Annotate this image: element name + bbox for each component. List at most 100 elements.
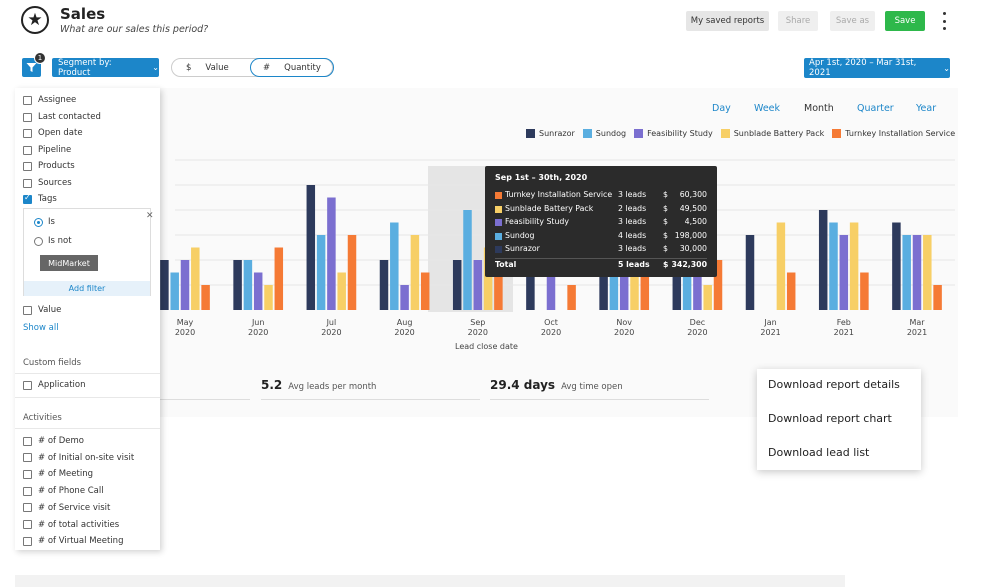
bar-sunrazor[interactable]: [160, 260, 169, 310]
activity-row[interactable]: # of Service visit: [23, 503, 110, 513]
checkbox[interactable]: [23, 380, 32, 390]
bar-sunrazor[interactable]: [892, 222, 901, 311]
bar-turnkey-installation-service[interactable]: [274, 247, 284, 311]
bar-sunblade-battery-pack[interactable]: [703, 285, 712, 310]
download-report-chart-item[interactable]: Download report chart: [768, 412, 892, 425]
bar-feasibility-study[interactable]: [180, 260, 190, 310]
checkbox[interactable]: [23, 194, 32, 204]
more-options-icon[interactable]: [941, 12, 947, 30]
legend-item[interactable]: Sunblade Battery Pack: [720, 129, 824, 138]
bar-sunblade-battery-pack[interactable]: [849, 222, 859, 311]
bar-sunrazor[interactable]: [379, 260, 389, 310]
bar-sunblade-battery-pack[interactable]: [776, 222, 786, 311]
saved-reports-button[interactable]: My saved reports: [686, 11, 769, 31]
save-as-button[interactable]: Save as: [830, 11, 875, 31]
activity-row[interactable]: # of Meeting: [23, 469, 93, 479]
bar-turnkey-installation-service[interactable]: [201, 285, 210, 310]
bar-sunblade-battery-pack[interactable]: [337, 272, 346, 311]
bar-sunrazor[interactable]: [818, 210, 828, 310]
show-all-link[interactable]: Show all: [23, 323, 59, 333]
filter-field-row[interactable]: Open date: [23, 128, 83, 138]
activity-row[interactable]: # of Initial on-site visit: [23, 453, 134, 463]
toggle-value-option[interactable]: $ Value: [172, 59, 250, 76]
bar-turnkey-installation-service[interactable]: [347, 235, 357, 310]
period-tab-month[interactable]: Month: [804, 103, 834, 114]
bar-sundog[interactable]: [902, 235, 911, 310]
bar-feasibility-study[interactable]: [253, 272, 263, 311]
period-tab-day[interactable]: Day: [712, 103, 731, 114]
download-lead-list-item[interactable]: Download lead list: [768, 446, 870, 459]
add-filter-button[interactable]: Add filter: [24, 281, 150, 296]
legend-item[interactable]: Turnkey Installation Service: [832, 129, 955, 138]
bar-sunrazor[interactable]: [306, 185, 316, 310]
bar-sunrazor[interactable]: [745, 235, 755, 310]
filter-field-row[interactable]: Tags: [23, 194, 57, 204]
period-tab-week[interactable]: Week: [754, 103, 781, 114]
activity-row[interactable]: # of Phone Call: [23, 486, 104, 496]
save-button[interactable]: Save: [885, 11, 925, 31]
custom-field-application[interactable]: Application: [23, 380, 86, 390]
period-tab-quarter[interactable]: Quarter: [857, 103, 894, 114]
radio-is[interactable]: [34, 217, 43, 227]
period-tab-year[interactable]: Year: [916, 103, 937, 114]
bar-sunblade-battery-pack[interactable]: [410, 235, 420, 310]
bar-feasibility-study[interactable]: [400, 285, 409, 310]
radio-is-not[interactable]: [34, 236, 43, 246]
bar-turnkey-installation-service[interactable]: [640, 260, 650, 310]
activity-row[interactable]: # of Virtual Meeting: [23, 536, 123, 546]
bar-turnkey-installation-service[interactable]: [713, 260, 723, 310]
checkbox[interactable]: [23, 128, 32, 138]
filter-field-row[interactable]: Last contacted: [23, 112, 101, 122]
legend-item[interactable]: Sunrazor: [526, 129, 575, 138]
checkbox[interactable]: [23, 161, 32, 171]
bar-sunblade-battery-pack[interactable]: [630, 247, 639, 311]
checkbox[interactable]: [23, 503, 32, 513]
bar-sunblade-battery-pack[interactable]: [191, 247, 200, 311]
bar-feasibility-study[interactable]: [473, 260, 483, 310]
tag-is-not-option[interactable]: Is not: [34, 236, 72, 246]
filter-field-row[interactable]: Products: [23, 161, 75, 171]
checkbox[interactable]: [23, 486, 32, 496]
bar-sunrazor[interactable]: [526, 260, 535, 310]
bar-sunrazor[interactable]: [672, 260, 682, 310]
horizontal-scrollbar[interactable]: [15, 575, 845, 587]
activity-row[interactable]: # of total activities: [23, 520, 119, 530]
segment-by-dropdown[interactable]: Segment by: Product ⌄: [52, 58, 159, 78]
filter-field-row[interactable]: Pipeline: [23, 145, 71, 155]
checkbox[interactable]: [23, 453, 32, 463]
checkbox[interactable]: [23, 95, 32, 105]
bar-turnkey-installation-service[interactable]: [494, 272, 503, 311]
legend-item[interactable]: Sundog: [582, 129, 626, 138]
date-range-dropdown[interactable]: Apr 1st, 2020 – Mar 31st, 2021 ⌄: [804, 58, 950, 78]
bar-sunblade-battery-pack[interactable]: [264, 285, 273, 310]
bar-sundog[interactable]: [243, 260, 253, 310]
filter-field-value[interactable]: Value: [23, 305, 61, 315]
legend-item[interactable]: Feasibility Study: [634, 129, 713, 138]
checkbox[interactable]: [23, 145, 32, 155]
bar-sunblade-battery-pack[interactable]: [923, 235, 932, 310]
checkbox[interactable]: [23, 112, 32, 122]
tag-is-option[interactable]: Is: [34, 217, 55, 227]
checkbox[interactable]: [23, 520, 32, 529]
bar-feasibility-study[interactable]: [327, 197, 336, 311]
filter-field-row[interactable]: Assignee: [23, 95, 76, 105]
bar-feasibility-study[interactable]: [839, 235, 849, 310]
bar-turnkey-installation-service[interactable]: [933, 285, 942, 310]
bar-sunrazor[interactable]: [452, 260, 462, 310]
bar-feasibility-study[interactable]: [912, 235, 922, 310]
bar-sundog[interactable]: [390, 222, 399, 311]
bar-sundog[interactable]: [170, 272, 179, 311]
bar-sunrazor[interactable]: [599, 260, 608, 310]
bar-turnkey-installation-service[interactable]: [860, 272, 869, 311]
bar-turnkey-installation-service[interactable]: [786, 272, 796, 311]
bar-sundog[interactable]: [829, 222, 838, 311]
bar-turnkey-installation-service[interactable]: [567, 285, 576, 310]
tag-chip[interactable]: MidMarket: [40, 255, 98, 271]
checkbox[interactable]: [23, 536, 32, 546]
bar-sunblade-battery-pack[interactable]: [483, 247, 493, 311]
checkbox[interactable]: [23, 469, 32, 479]
activity-row[interactable]: # of Demo: [23, 436, 84, 446]
checkbox[interactable]: [23, 178, 32, 188]
share-button[interactable]: Share: [778, 11, 818, 31]
filter-field-row[interactable]: Sources: [23, 178, 72, 188]
